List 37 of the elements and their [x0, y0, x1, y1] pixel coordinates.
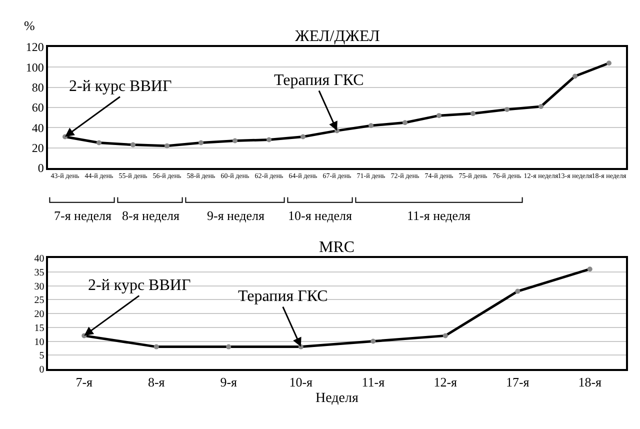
y-tick-label: 35	[34, 267, 44, 278]
text: 7-я неделя	[54, 208, 112, 223]
y-tick-label: 80	[32, 80, 44, 95]
y-tick-label: 25	[34, 295, 44, 306]
x-tick-label: 11-я	[362, 374, 385, 390]
y-tick-label: 30	[34, 281, 44, 292]
x-tick-label: 8-я	[148, 374, 165, 390]
text: 11-я неделя	[407, 208, 471, 223]
x-tick-label: 7-я	[76, 374, 93, 390]
text: 9-я неделя	[207, 208, 264, 223]
y-tick-label: 120	[26, 40, 44, 54]
x-tick-label: 17-я	[506, 374, 530, 390]
text: 10-я неделя	[288, 208, 352, 223]
y-tick-label: 20	[32, 141, 44, 156]
y-tick-label: 40	[34, 254, 44, 264]
x-tick-label: 12-я	[434, 374, 458, 390]
annotation: Терапия ГКС	[238, 288, 328, 305]
chart-title: ЖЕЛ/ДЖЕЛ	[295, 28, 380, 45]
y-tick-label: 0	[39, 364, 44, 376]
annotation: Терапия ГКС	[274, 72, 364, 89]
y-tick-label: 5	[39, 350, 44, 362]
chart-title: MRC	[319, 239, 355, 256]
y-tick-label: 15	[34, 322, 44, 334]
x-tick-label: 9-я	[220, 374, 238, 390]
y-tick-label: 40	[32, 120, 44, 135]
y-tick-label: 20	[34, 309, 44, 320]
x-tick-label: 10-я	[289, 374, 313, 390]
text: 8-я неделя	[122, 208, 180, 223]
y-tick-label: 0	[38, 161, 44, 176]
x-axis-title: Неделя	[316, 391, 360, 406]
x-tick-label: 18-я	[578, 374, 602, 390]
y-axis-title: %	[24, 18, 35, 33]
y-tick-label: 10	[34, 336, 44, 348]
y-tick-label: 60	[32, 100, 44, 115]
annotation: 2-й курс ВВИГ	[88, 277, 191, 294]
y-tick-label: 100	[26, 60, 44, 74]
annotation: 2-й курс ВВИГ	[69, 78, 172, 95]
